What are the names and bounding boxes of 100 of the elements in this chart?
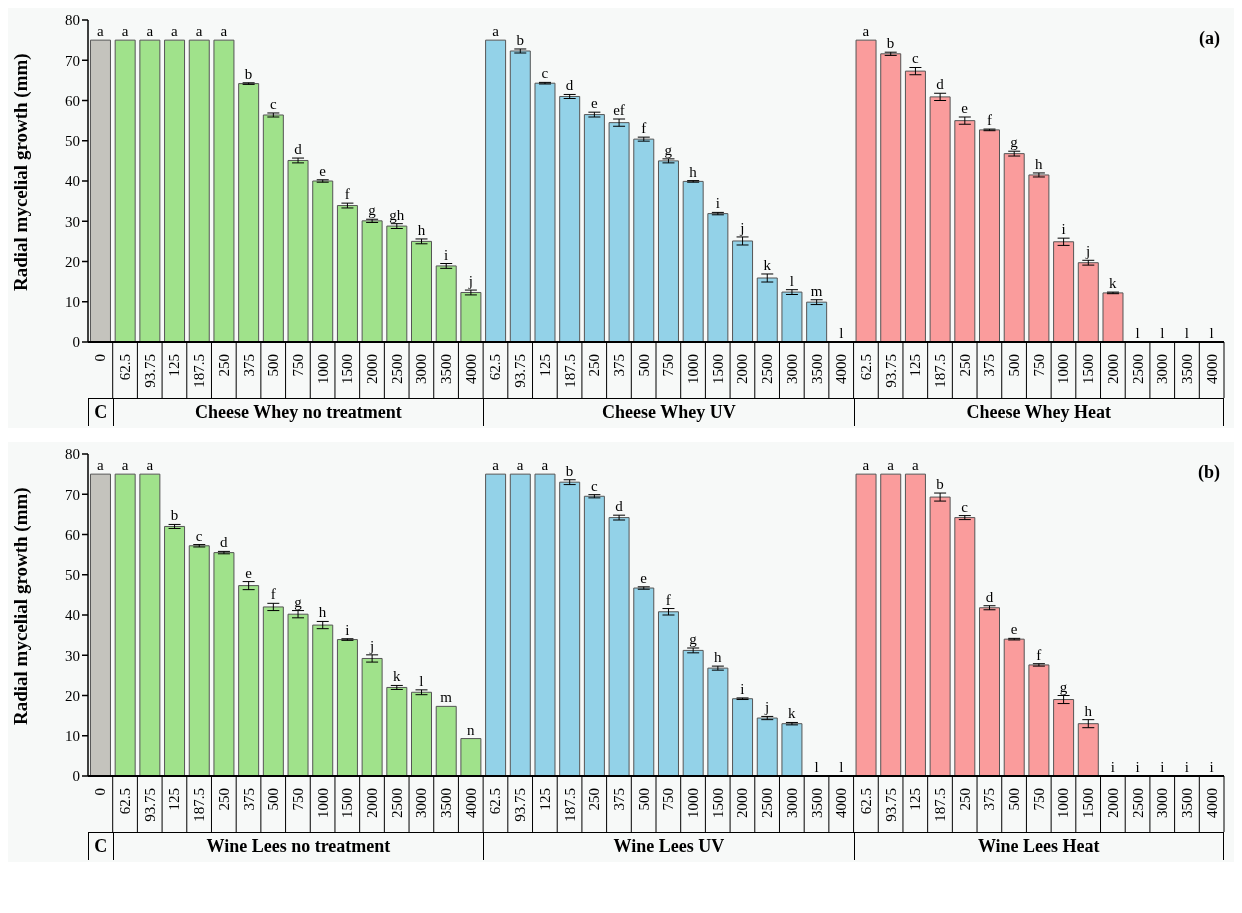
y-tick-label: 60 bbox=[65, 92, 80, 109]
x-tick-label: 3500 bbox=[808, 354, 825, 384]
x-tick-label: 375 bbox=[981, 788, 998, 811]
x-tick-label: 62.5 bbox=[117, 788, 134, 815]
data-label: a bbox=[121, 457, 129, 474]
data-label: e bbox=[319, 162, 327, 179]
bar bbox=[633, 587, 655, 776]
bar bbox=[361, 657, 383, 776]
bar bbox=[213, 39, 235, 342]
x-tick-label: 93.75 bbox=[141, 788, 158, 822]
data-label: a bbox=[862, 457, 870, 474]
x-tick-label: 250 bbox=[586, 354, 603, 377]
x-tick-label: 125 bbox=[907, 354, 924, 377]
y-tick-label: 50 bbox=[65, 133, 80, 150]
data-label: gh bbox=[389, 206, 405, 223]
y-tick-label: 20 bbox=[65, 253, 80, 270]
bar bbox=[164, 39, 186, 342]
data-label: a bbox=[220, 23, 228, 40]
data-label: i bbox=[1160, 759, 1165, 775]
data-label: a bbox=[195, 23, 203, 40]
bar bbox=[485, 473, 507, 776]
x-tick-label: 1500 bbox=[1080, 788, 1097, 818]
x-tick-label: 500 bbox=[1006, 354, 1023, 377]
bar bbox=[732, 698, 754, 776]
bar bbox=[855, 473, 877, 776]
y-tick-label: 40 bbox=[65, 607, 80, 624]
data-label: ef bbox=[613, 102, 625, 119]
y-tick-label: 0 bbox=[72, 768, 80, 785]
bar bbox=[781, 291, 803, 342]
x-tick-label: 3000 bbox=[783, 788, 800, 818]
data-label: k bbox=[1109, 275, 1118, 292]
data-label: b bbox=[565, 462, 574, 479]
x-tick-label: 93.75 bbox=[512, 788, 529, 822]
data-label: b bbox=[244, 65, 253, 82]
x-tick-label: 93.75 bbox=[882, 354, 899, 388]
x-tick-label: 375 bbox=[981, 354, 998, 377]
data-label: f bbox=[665, 591, 671, 608]
x-tick-label: 4000 bbox=[462, 354, 479, 384]
data-label: h bbox=[417, 221, 426, 238]
bar bbox=[633, 138, 655, 342]
data-label: a bbox=[492, 23, 500, 40]
x-tick-label: 125 bbox=[166, 354, 183, 377]
bar bbox=[386, 686, 408, 776]
data-label: c bbox=[590, 477, 598, 494]
data-label: c bbox=[195, 527, 203, 544]
bar bbox=[707, 213, 729, 342]
bar bbox=[1003, 638, 1025, 776]
data-label: i bbox=[444, 246, 449, 263]
x-tick-label: 1500 bbox=[1080, 354, 1097, 384]
x-tick-label: 2000 bbox=[364, 788, 380, 818]
data-label: d bbox=[220, 534, 229, 551]
x-tick-label: 250 bbox=[215, 354, 232, 377]
bar bbox=[435, 705, 457, 776]
data-label: j bbox=[764, 699, 770, 716]
data-label: a bbox=[887, 457, 895, 474]
data-label: a bbox=[97, 23, 105, 40]
data-label: a bbox=[911, 457, 919, 474]
bar bbox=[287, 159, 309, 342]
x-tick-label: 1500 bbox=[339, 354, 356, 384]
data-label: l bbox=[1209, 325, 1214, 341]
bar bbox=[509, 50, 531, 342]
data-label: h bbox=[1035, 155, 1044, 172]
x-tick-label: 3500 bbox=[438, 354, 455, 384]
data-label: i bbox=[1061, 221, 1066, 238]
bar bbox=[312, 180, 334, 342]
data-label: l bbox=[789, 272, 794, 289]
data-label: g bbox=[689, 631, 698, 648]
x-tick-label: 1000 bbox=[314, 788, 331, 818]
x-tick-label: 3000 bbox=[1154, 788, 1171, 818]
data-label: h bbox=[318, 604, 327, 621]
bar bbox=[682, 649, 704, 776]
x-tick-label: 187.5 bbox=[932, 788, 948, 822]
bar bbox=[1053, 241, 1075, 342]
bar bbox=[707, 667, 729, 776]
data-label: i bbox=[1110, 759, 1115, 775]
x-tick-label: 4000 bbox=[462, 788, 479, 818]
x-tick-label: 375 bbox=[610, 354, 627, 377]
bar bbox=[534, 473, 556, 776]
bar bbox=[287, 613, 309, 776]
bar bbox=[238, 83, 260, 342]
x-tick-label: 187.5 bbox=[932, 354, 948, 388]
x-tick-label: 1000 bbox=[1055, 788, 1072, 818]
y-tick-label: 40 bbox=[65, 173, 80, 190]
bar bbox=[880, 53, 902, 342]
data-label: j bbox=[739, 219, 745, 236]
x-tick-label: 1000 bbox=[685, 354, 702, 384]
x-tick-label: 62.5 bbox=[117, 354, 134, 381]
bar bbox=[929, 496, 951, 776]
data-label: j bbox=[467, 273, 473, 290]
data-label: l bbox=[1184, 325, 1190, 341]
x-tick-label: 0 bbox=[92, 788, 109, 796]
x-tick-label: 2500 bbox=[388, 788, 405, 818]
data-label: g bbox=[1010, 134, 1019, 151]
data-label: i bbox=[1209, 759, 1214, 775]
x-tick-label: 2000 bbox=[1104, 788, 1121, 818]
text: Cheese Whey Heat bbox=[853, 398, 1224, 426]
bar bbox=[756, 277, 778, 342]
x-tick-label: 1000 bbox=[685, 788, 702, 818]
bar bbox=[559, 481, 581, 776]
x-tick-label: 500 bbox=[635, 788, 652, 811]
